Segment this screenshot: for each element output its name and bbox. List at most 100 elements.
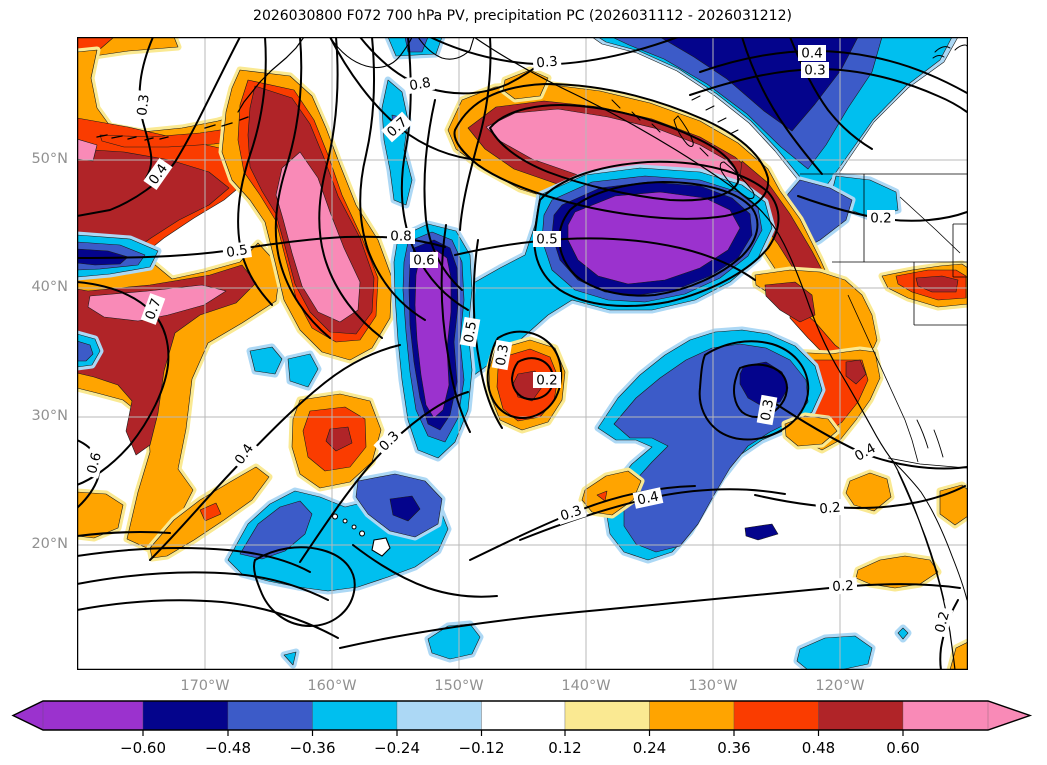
contour-line <box>77 547 311 573</box>
contour-label: 0.4 <box>632 487 664 509</box>
contour-label-text: 0.2 <box>536 373 557 389</box>
contour-label: 0.2 <box>867 210 895 227</box>
coastline <box>473 37 956 670</box>
contour-label-gap <box>756 394 778 426</box>
contour-label: 0.2 <box>815 498 845 518</box>
colorbar-segment-orange <box>649 700 735 731</box>
colorbar-tick-label: −0.36 <box>290 739 336 757</box>
colorbar-segment-royal <box>227 700 313 731</box>
region-cyan <box>287 353 319 388</box>
contour-label-gap <box>82 447 106 479</box>
contour-line <box>77 531 171 537</box>
contour-line <box>754 485 966 510</box>
contour-label-gap <box>491 339 513 371</box>
contour-label: 0.6 <box>82 447 106 479</box>
contour-label-gap <box>373 425 405 457</box>
colorbar-segment-darkred <box>818 700 904 731</box>
region-navy <box>744 523 779 541</box>
contour-label-gap <box>632 487 664 509</box>
colorbar-segment-lightblue <box>396 700 482 731</box>
region-purple <box>567 191 741 285</box>
contour-line <box>453 82 770 220</box>
contour-label-gap <box>828 577 858 595</box>
contour-label-gap <box>404 73 436 95</box>
contour-line <box>699 49 968 94</box>
contour-label: 0.5 <box>459 316 481 348</box>
contour-label-gap <box>533 372 561 388</box>
region-cyan <box>796 635 873 670</box>
contour-line <box>489 104 740 202</box>
border-line <box>847 294 906 421</box>
colorbar-tick-label: 0.60 <box>886 739 919 757</box>
colorbar-canvas: −0.60 −0.48 −0.36 −0.24 −0.12 0.12 0.24 0.36 0.4… <box>11 700 1033 757</box>
colorbar-segment-purple <box>42 700 144 731</box>
contour-line <box>486 330 563 419</box>
contour-line <box>237 37 273 306</box>
colorbar-tick-label: 0.12 <box>548 739 581 757</box>
colorbar-segment-orangered <box>733 700 819 731</box>
contour-line <box>533 160 780 307</box>
contour-label-text: 0.2 <box>932 610 953 635</box>
region-royal <box>77 340 94 362</box>
lat-tick-label: 40°N <box>31 279 68 295</box>
contour-label: 0.8 <box>387 228 415 245</box>
contour-label: 0.2 <box>828 577 858 595</box>
colorbar-segment-white <box>481 700 566 731</box>
map-plot: 0.3 0.4 0.5 0.7 0.6 0.4 0.3 0.8 0.7 0.3 0.8 0.6 0.5 0… <box>77 37 968 670</box>
coastline <box>932 44 968 59</box>
contour-label-text: 0.2 <box>832 578 854 595</box>
lat-tick-label: 20°N <box>31 536 68 552</box>
lat-tick-label: 30°N <box>31 408 68 424</box>
contour-label-text: 0.6 <box>84 451 105 476</box>
contour-label-gap <box>798 45 826 61</box>
contour-label-gap <box>133 90 153 120</box>
lon-tick-label: 140°W <box>561 678 611 694</box>
contour-line <box>359 37 426 321</box>
contour-label: 0.5 <box>533 231 561 248</box>
contour-line <box>318 37 383 339</box>
contour-label: 0.5 <box>222 241 252 261</box>
region-navy <box>389 495 421 522</box>
contour-label-gap <box>848 438 882 466</box>
contour-label-text: 0.3 <box>804 63 825 79</box>
contour-label: 0.3 <box>555 501 587 525</box>
lon-tick-label: 160°W <box>307 678 357 694</box>
contour-label: 0.3 <box>491 339 513 371</box>
colorbar-segment-paleyellow <box>564 700 650 731</box>
contour-line <box>77 571 329 601</box>
contour-label-gap <box>381 111 413 143</box>
contour-label-text: 0.4 <box>636 488 660 508</box>
region-pink <box>77 138 98 162</box>
contour-label-gap <box>533 231 561 247</box>
border-line <box>887 457 968 469</box>
region-orangered <box>596 490 608 502</box>
contour-label-gap <box>532 52 562 72</box>
lon-tick-label: 120°W <box>815 678 865 694</box>
plot-title: 2026030800 F072 700 hPa PV, precipitatio… <box>253 8 792 24</box>
contour-label-gap <box>143 157 173 191</box>
contour-label-text: 0.4 <box>801 46 822 62</box>
contour-line <box>440 224 471 433</box>
contour-label-text: 0.2 <box>819 500 842 518</box>
colorbar-arrow-left <box>13 701 43 730</box>
colorbar-tick-label: −0.24 <box>374 739 420 757</box>
contour-label-gap <box>140 293 166 325</box>
contour-label-text: 0.3 <box>758 398 777 422</box>
contour-label-text: 0.3 <box>493 343 512 367</box>
region-orange <box>855 555 939 589</box>
contour-label: 0.2 <box>930 606 954 638</box>
state-borders <box>800 173 968 469</box>
contour-line <box>77 281 170 486</box>
contour-label: 0.3 <box>801 62 829 79</box>
lon-tick-label: 130°W <box>688 678 738 694</box>
contour-line <box>472 239 503 429</box>
contour-label: 0.2 <box>533 372 561 389</box>
colorbar-arrow-right <box>988 701 1030 730</box>
contour-line <box>698 340 810 441</box>
lon-tick-label: 170°W <box>180 678 230 694</box>
contour-label: 0.3 <box>532 52 562 72</box>
contour-label-gap <box>867 210 895 226</box>
region-cyan <box>283 651 297 666</box>
contour-label-gap <box>229 437 259 471</box>
